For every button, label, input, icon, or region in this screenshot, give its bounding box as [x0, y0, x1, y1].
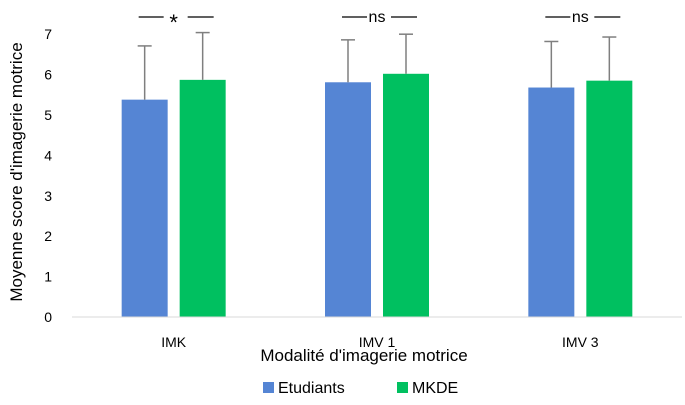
- y-tick-label: 5: [44, 107, 52, 123]
- legend-swatch-etudiants: [263, 382, 274, 393]
- legend: Etudiants MKDE: [263, 380, 458, 397]
- significance-label: ns: [369, 9, 386, 26]
- x-axis-ticks: IMK IMV 1 IMV 3: [161, 334, 599, 350]
- x-tick-label: IMV 1: [359, 334, 396, 350]
- bar-etudiants-0: [121, 99, 168, 317]
- y-tick-label: 1: [44, 269, 52, 285]
- y-axis-label: Moyenne score d'imagerie motrice: [7, 42, 26, 301]
- y-tick-label: 4: [44, 147, 52, 163]
- bar-mkde-0: [179, 79, 226, 318]
- y-tick-label: 7: [44, 26, 52, 42]
- y-tick-label: 0: [44, 309, 52, 325]
- legend-label-mkde: MKDE: [412, 380, 458, 397]
- y-tick-label: 6: [44, 67, 52, 83]
- significance-group: * ns ns: [138, 9, 621, 35]
- x-tick-label: IMK: [161, 334, 187, 350]
- error-bars-group: [137, 31, 617, 100]
- significance-label: *: [169, 10, 178, 35]
- bar-etudiants-1: [325, 82, 371, 317]
- bar-mkde-1: [383, 73, 429, 318]
- legend-swatch-mkde: [397, 382, 408, 393]
- y-tick-label: 2: [44, 228, 52, 244]
- bars-group: [121, 73, 633, 318]
- x-axis-label: Modalité d'imagerie motrice: [260, 346, 467, 365]
- y-axis-ticks: 0 1 2 3 4 5 6 7: [44, 26, 52, 325]
- legend-label-etudiants: Etudiants: [278, 380, 345, 397]
- x-tick-label: IMV 3: [562, 334, 599, 350]
- bar-mkde-2: [586, 80, 633, 317]
- bar-etudiants-2: [528, 87, 575, 317]
- significance-label: ns: [572, 9, 589, 26]
- y-tick-label: 3: [44, 188, 52, 204]
